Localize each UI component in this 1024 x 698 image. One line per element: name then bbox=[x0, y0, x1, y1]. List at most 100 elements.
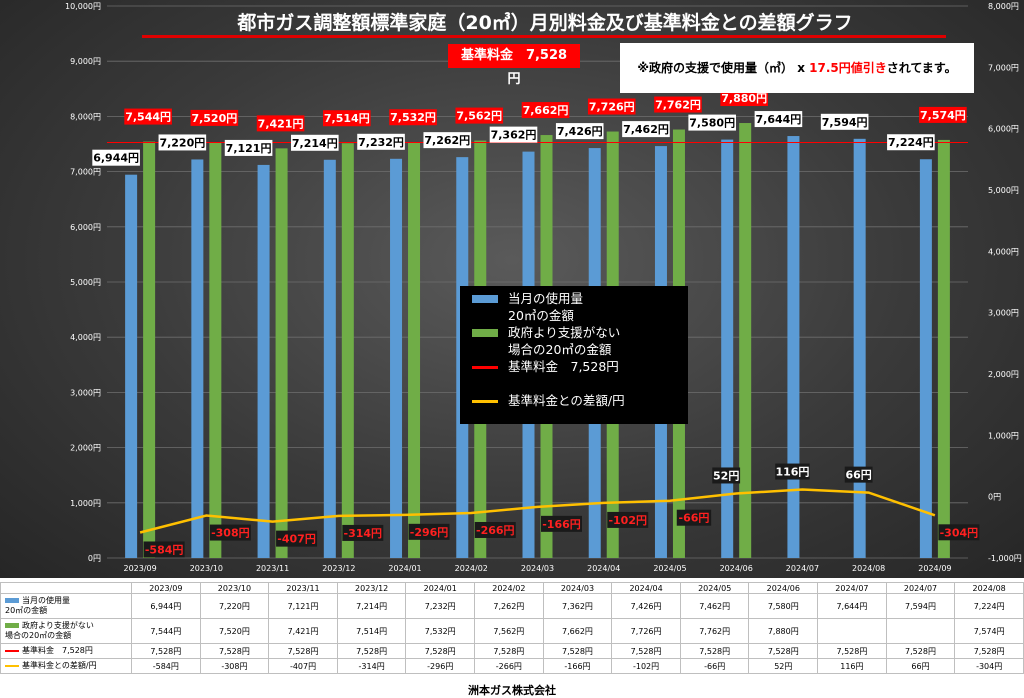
table-cell: -308円 bbox=[199, 658, 270, 674]
data-label-nosupport: 7,562円 bbox=[455, 107, 504, 124]
data-label-current-text: 7,232円 bbox=[358, 136, 404, 149]
table-cell: 7,224円 bbox=[954, 593, 1024, 619]
data-label-nosupport: 7,532円 bbox=[389, 109, 437, 126]
data-label-nosupport: 7,514円 bbox=[323, 110, 371, 127]
table-cell: 7,528円 bbox=[542, 643, 613, 659]
bar-current bbox=[257, 164, 270, 558]
row-label-content: 基準料金 7,528円 bbox=[5, 646, 131, 656]
data-label-nosupport: 7,520円 bbox=[190, 109, 239, 126]
table-cell: 7,528円 bbox=[679, 643, 750, 659]
data-label-nosupport-text: 7,514円 bbox=[324, 112, 370, 125]
bar-current bbox=[191, 159, 204, 558]
data-label-current-text: 7,580円 bbox=[689, 117, 735, 130]
row-swatch bbox=[5, 664, 19, 667]
data-label-current: 7,224円 bbox=[887, 134, 935, 151]
data-label-diff-bg bbox=[712, 467, 741, 484]
data-label-diff-text: -266円 bbox=[476, 524, 515, 537]
title-underline bbox=[142, 35, 946, 38]
table-cell: 7,544円 bbox=[131, 618, 201, 644]
table-cell: 2023/12 bbox=[336, 582, 407, 594]
table-cell: 7,362円 bbox=[542, 593, 613, 619]
data-label-diff-text: -407円 bbox=[277, 533, 316, 546]
data-label-current: 7,262円 bbox=[423, 132, 472, 149]
data-label-nosupport: 7,421円 bbox=[256, 115, 305, 132]
data-label-current-bg bbox=[754, 111, 803, 128]
data-label-current-text: 7,644円 bbox=[756, 113, 802, 126]
data-label-nosupport-bg bbox=[190, 109, 239, 126]
bar-nosupport bbox=[937, 139, 950, 558]
data-label-nosupport-bg bbox=[587, 98, 636, 115]
data-table: 2023/09 2023/10 2023/11 2023/12 2024/01 2024/… bbox=[0, 582, 1024, 674]
table-cell: -66円 bbox=[679, 658, 750, 674]
row-swatch bbox=[5, 649, 19, 652]
legend-swatch-current bbox=[472, 295, 498, 303]
table-cell: 2024/08 bbox=[954, 582, 1024, 594]
data-label-diff-bg bbox=[676, 509, 712, 526]
left-axis-tick-label: 5,000円 bbox=[70, 278, 101, 287]
note-suffix: されてます。 bbox=[886, 61, 957, 75]
diff-line bbox=[139, 488, 936, 534]
data-label-current-text: 7,594円 bbox=[822, 116, 868, 129]
data-label-current-text: 7,362円 bbox=[491, 129, 537, 142]
data-label-nosupport-text: 7,532円 bbox=[390, 111, 436, 124]
right-axis-tick-label: 1,000円 bbox=[988, 431, 1019, 440]
data-label-diff-text: -296円 bbox=[410, 526, 449, 539]
data-label-current: 7,220円 bbox=[158, 134, 207, 151]
table-cell: 7,232円 bbox=[405, 593, 476, 619]
data-label-current: 7,232円 bbox=[357, 133, 405, 150]
table-cell: 2024/03 bbox=[542, 582, 613, 594]
table-cell: 7,214円 bbox=[336, 593, 407, 619]
row-swatch bbox=[5, 598, 19, 603]
data-label-diff-bg bbox=[607, 511, 649, 528]
table-cell: -407円 bbox=[268, 658, 338, 674]
data-label-nosupport-bg bbox=[720, 90, 768, 107]
table-cell: 7,262円 bbox=[474, 593, 544, 619]
right-axis-tick-label: 5,000円 bbox=[988, 186, 1019, 195]
company-footer: 洲本ガス株式会社 bbox=[468, 684, 556, 697]
table-cell: 7,121円 bbox=[268, 593, 338, 619]
row-label: 政府より支援がない 場合の20㎥の金額 bbox=[0, 618, 132, 644]
table-cell: 2024/07 bbox=[817, 582, 887, 594]
x-axis-tick-label: 2024/01 bbox=[388, 564, 421, 573]
right-axis-tick-label: 0円 bbox=[988, 493, 1001, 502]
table-header-row: 2023/09 2023/10 2023/11 2023/12 2024/01 2024/… bbox=[0, 582, 1024, 594]
row-swatch bbox=[5, 623, 19, 628]
right-axis-tick-label: 8,000円 bbox=[988, 2, 1019, 11]
left-axis-tick-label: 0円 bbox=[88, 554, 101, 563]
table-cell: 2024/07 bbox=[885, 582, 956, 594]
data-label-diff-bg bbox=[408, 523, 450, 540]
x-axis-tick-label: 2023/12 bbox=[322, 564, 355, 573]
data-label-diff-bg bbox=[541, 515, 582, 532]
x-axis-tick-label: 2024/08 bbox=[852, 564, 885, 573]
data-label-diff: -584円 bbox=[143, 541, 185, 558]
data-label-current-bg bbox=[688, 114, 736, 131]
left-axis-tick-label: 4,000円 bbox=[70, 333, 101, 342]
data-label-current-text: 7,262円 bbox=[424, 134, 470, 147]
data-label-current-bg bbox=[224, 139, 273, 156]
table-cell: 7,520円 bbox=[199, 618, 270, 644]
table-cell: 7,528円 bbox=[336, 643, 407, 659]
data-label-nosupport-text: 7,574円 bbox=[920, 109, 966, 122]
right-axis-tick-label: 2,000円 bbox=[988, 370, 1019, 379]
data-label-current: 7,214円 bbox=[291, 134, 339, 151]
data-label-current: 7,426円 bbox=[555, 123, 604, 140]
table-cell: 66円 bbox=[885, 658, 956, 674]
data-label-current-bg bbox=[622, 121, 670, 138]
support-note: ※政府の支援で使用量（㎥） x 17.5円値引きされてます。 bbox=[620, 43, 974, 93]
bar-current bbox=[125, 174, 138, 558]
left-axis-tick-label: 8,000円 bbox=[70, 112, 101, 121]
table-cell: 7,514円 bbox=[336, 618, 407, 644]
table-cell: 2024/06 bbox=[748, 582, 819, 594]
row-label: 基準料金 7,528円 bbox=[0, 643, 132, 659]
data-label-nosupport: 7,726円 bbox=[587, 98, 636, 115]
data-label-diff: 116円 bbox=[775, 463, 810, 480]
data-label-diff-bg bbox=[474, 521, 516, 538]
table-cell: 7,574円 bbox=[954, 618, 1024, 644]
note-highlight: 17.5円値引き bbox=[809, 61, 887, 75]
legend-label: 場合の20㎥の金額 bbox=[508, 342, 612, 357]
table-cell: 7,594円 bbox=[885, 593, 956, 619]
data-label-diff: -166円 bbox=[541, 515, 582, 532]
row-label-content: 政府より支援がない 場合の20㎥の金額 bbox=[5, 621, 131, 641]
data-label-diff-text: -66円 bbox=[679, 512, 710, 525]
bar-current bbox=[390, 158, 403, 559]
